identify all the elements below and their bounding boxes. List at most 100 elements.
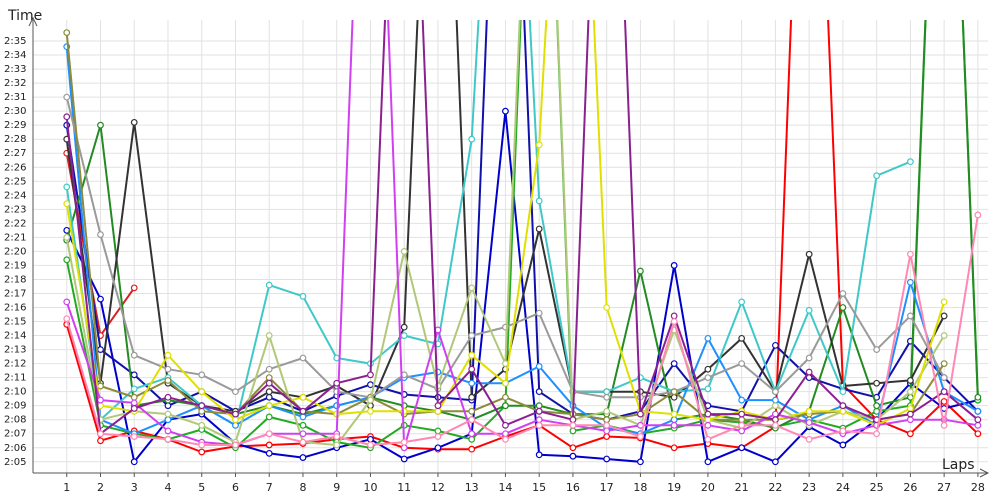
data-point [738, 444, 746, 452]
data-point [637, 433, 644, 440]
data-point [670, 360, 678, 368]
data-point [873, 430, 881, 438]
data-point [265, 281, 273, 289]
y-tick-label: 2:31 [4, 92, 26, 103]
data-point [839, 402, 847, 410]
data-point [502, 402, 509, 410]
data-point [839, 407, 847, 415]
data-point [265, 402, 273, 410]
data-point [535, 402, 543, 410]
x-tick-label: 6 [232, 481, 239, 494]
y-tick-label: 2:25 [4, 176, 26, 187]
x-tick-label: 23 [802, 481, 816, 494]
data-point [299, 430, 307, 438]
y-tick-label: 2:29 [4, 120, 26, 131]
data-point [738, 410, 746, 418]
data-point [906, 388, 914, 396]
data-point [468, 284, 476, 292]
data-point [738, 360, 746, 368]
data-point [974, 393, 982, 401]
data-point [704, 385, 712, 393]
series-10 [63, 93, 948, 401]
data-point [704, 458, 712, 466]
x-tick-label: 26 [903, 481, 917, 494]
series-15 [63, 20, 982, 438]
data-point [468, 365, 476, 373]
data-point [839, 290, 847, 297]
x-tick-label: 22 [768, 481, 782, 494]
data-point [940, 312, 948, 320]
data-point [805, 407, 813, 415]
data-point [670, 416, 678, 424]
x-tick-label: 3 [131, 481, 138, 494]
x-tick-label: 1 [63, 481, 70, 494]
data-point [400, 438, 408, 446]
data-point [940, 374, 948, 382]
data-point [670, 421, 678, 429]
data-point [164, 402, 172, 410]
x-tick-label: 2 [97, 481, 104, 494]
data-point [738, 396, 746, 404]
y-tick-label: 2:08 [4, 415, 26, 426]
data-point [130, 458, 138, 466]
x-tick-label: 18 [633, 481, 647, 494]
data-point [704, 334, 712, 342]
data-point [738, 416, 746, 424]
data-point [265, 388, 273, 396]
data-point [974, 430, 982, 438]
series-line [65, 20, 979, 449]
data-point [502, 435, 509, 443]
data-point [367, 407, 374, 415]
data-point [535, 421, 543, 429]
x-tick-label: 14 [498, 481, 512, 494]
y-tick-label: 2:23 [4, 204, 26, 215]
data-point [704, 421, 712, 429]
x-tick-label: 17 [600, 481, 614, 494]
data-point [63, 298, 71, 306]
data-point [468, 379, 476, 387]
data-point [940, 298, 948, 306]
data-point [535, 197, 543, 205]
data-point [906, 250, 914, 258]
data-point [772, 388, 779, 396]
x-tick-label: 13 [465, 481, 479, 494]
data-point [974, 421, 982, 429]
data-point [198, 441, 206, 449]
data-point [97, 430, 104, 438]
data-point [63, 200, 71, 208]
data-point [906, 416, 914, 424]
data-point [63, 93, 71, 101]
data-point [198, 448, 206, 456]
x-tick-label: 25 [870, 481, 884, 494]
data-point [603, 407, 611, 415]
data-point [839, 388, 847, 396]
data-point [704, 374, 712, 382]
series-lines [63, 20, 982, 466]
y-tick-label: 2:19 [4, 260, 26, 271]
data-point [502, 107, 509, 115]
data-point [130, 405, 138, 412]
data-point [63, 315, 71, 323]
data-point [434, 433, 442, 440]
data-point [906, 278, 914, 286]
data-point [940, 421, 948, 429]
y-tick-label: 2:13 [4, 345, 26, 356]
data-point [772, 341, 779, 349]
y-tick-label: 2:24 [4, 190, 26, 201]
x-tick-label: 21 [735, 481, 749, 494]
data-point [873, 346, 881, 353]
y-tick-label: 2:18 [4, 274, 26, 285]
data-point [265, 430, 273, 438]
data-point [299, 393, 307, 401]
data-point [974, 407, 982, 415]
data-point [468, 407, 476, 415]
ticks: 2:05 2:06 2:07 2:08 2:09 2:10 2:11 2:12 2:13 2:14… [4, 36, 985, 494]
data-point [502, 421, 509, 429]
data-point [97, 437, 104, 445]
data-point [468, 351, 476, 359]
x-tick-label: 12 [431, 481, 445, 494]
data-point [63, 183, 71, 191]
data-point [164, 365, 172, 373]
data-point [130, 284, 138, 292]
